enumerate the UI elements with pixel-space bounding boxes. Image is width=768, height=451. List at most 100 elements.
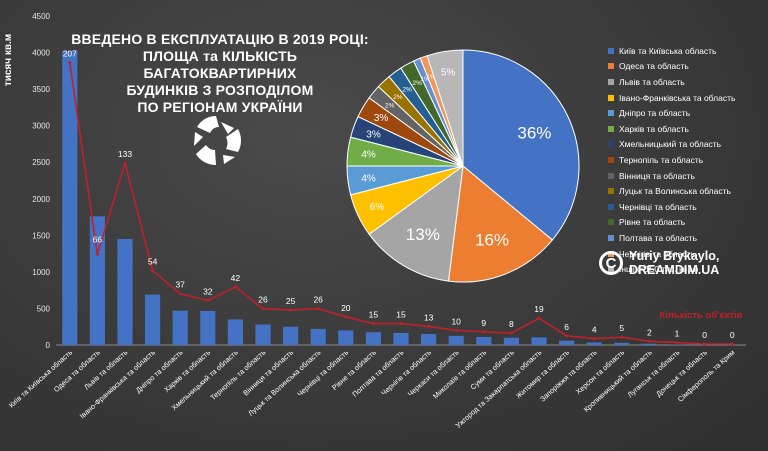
legend-item: Хмельницький та область [608,137,768,153]
legend-swatch [608,110,614,117]
pie-legend: Київ та Київська область Одеса та область… [608,43,768,277]
line-point [675,341,679,345]
pie-slice-label: 4% [361,173,376,184]
legend-label: Чернівці та область [619,201,697,212]
legend-swatch [608,141,614,148]
bar [421,334,437,345]
pie-slice-label: 16% [475,230,509,249]
line-point [730,342,734,346]
line-data-label: 25 [286,296,296,306]
legend-swatch [608,78,614,85]
pie-slice-label: 3% [374,113,389,124]
bar [62,51,78,346]
line-data-label: 26 [258,295,268,305]
bar [586,342,602,345]
line-point [703,342,707,346]
line-data-label: 13 [424,312,434,322]
line-point [454,328,458,332]
line-data-label: 0 [730,330,735,340]
legend-item: Київ та Київська область [608,43,768,59]
legend-label: Харків та область [619,123,689,134]
legend-swatch [608,234,614,241]
legend-swatch [608,156,614,163]
line-point [399,322,403,326]
line-point [123,161,127,165]
legend-item: Тернопіль та область [608,152,768,168]
line-point [482,330,486,334]
bar [393,332,409,345]
line-data-label: 15 [369,310,379,320]
pie-slice-label: 6% [370,202,385,213]
bar [283,326,299,345]
pie-slice-label: 2% [393,94,403,101]
line-point [427,324,431,328]
legend-swatch [608,47,614,54]
line-data-label: 19 [534,304,544,314]
bar [531,337,547,345]
line-data-label: 9 [481,318,486,328]
legend-swatch [608,203,614,210]
pie-slice-label: 2% [385,103,395,110]
legend-swatch [608,188,614,195]
line-data-label: 1 [675,329,680,339]
author-credit: C Yuriy Brykaylo, DREAMDIM.UA [599,249,719,277]
bar [145,294,161,345]
bar [200,311,216,345]
line-point [565,334,569,338]
legend-item: Івано-Франківська та область [608,90,768,106]
line-data-label: 66 [93,234,103,244]
y-tick-label: 1000 [32,268,50,277]
legend-label: Тернопіль та область [619,154,704,165]
pie-slice [447,165,554,283]
legend-item: Львів та область [608,74,768,90]
title-line-4: ПО РЕГІОНАМ УКРАЇНИ [137,99,303,115]
bar [448,335,464,345]
y-tick-label: 3500 [32,85,50,94]
pie-slice-label: 3% [366,129,381,140]
pie-slice-label: 2% [402,86,412,93]
series-name-label: Кількість об'єктів [659,310,742,321]
pie-slice-label: 2% [412,80,422,87]
pie-slice-label: 1% [420,76,430,83]
pie-slice [368,164,464,282]
y-tick-label: 0 [46,341,51,350]
bar [614,342,630,345]
line-point [289,308,293,312]
line-point [233,285,237,289]
line-point [151,269,155,273]
legend-swatch [608,94,614,101]
chart-title: ВВЕДЕНО В ЕКСПЛУАТАЦІЮ В 2019 РОЦІ: ПЛОЩ… [70,31,370,116]
line-point [68,61,72,65]
pie-slice-label: 13% [406,225,440,244]
y-tick-label: 3000 [32,122,50,131]
triskelion-logo-icon [194,116,241,165]
legend-label: Київ та Київська область [619,45,717,56]
line-point [206,299,210,303]
legend-swatch [608,172,614,179]
legend-swatch [608,125,614,132]
line-data-label: 4 [592,325,597,335]
line-data-label: 0 [702,330,707,340]
line-data-label: 37 [175,280,185,290]
copyright-icon: C [599,251,623,275]
legend-label: Чернігів та область [619,248,695,259]
legend-label: Одеса та область [619,61,689,72]
legend-item: Вінниця та область [608,168,768,184]
y-tick-label: 2000 [32,195,50,204]
bar [365,332,381,345]
legend-label: Дніпро та область [619,108,691,119]
legend-label: Рівне та область [619,217,686,228]
line-data-label: 15 [396,310,406,320]
line-data-label: 42 [231,273,241,283]
credit-site: DREAMDIM.UA [629,263,720,277]
line-data-label: 20 [341,303,351,313]
y-axis-label: тисяч кв.м [3,34,14,86]
pie-slice [462,49,580,241]
line-data-label: 207 [63,49,77,59]
line-data-label: 6 [564,322,569,332]
bar [255,324,271,345]
line-point [95,252,99,256]
legend-label: Вінниця та область [619,170,695,181]
line-point [178,292,182,296]
